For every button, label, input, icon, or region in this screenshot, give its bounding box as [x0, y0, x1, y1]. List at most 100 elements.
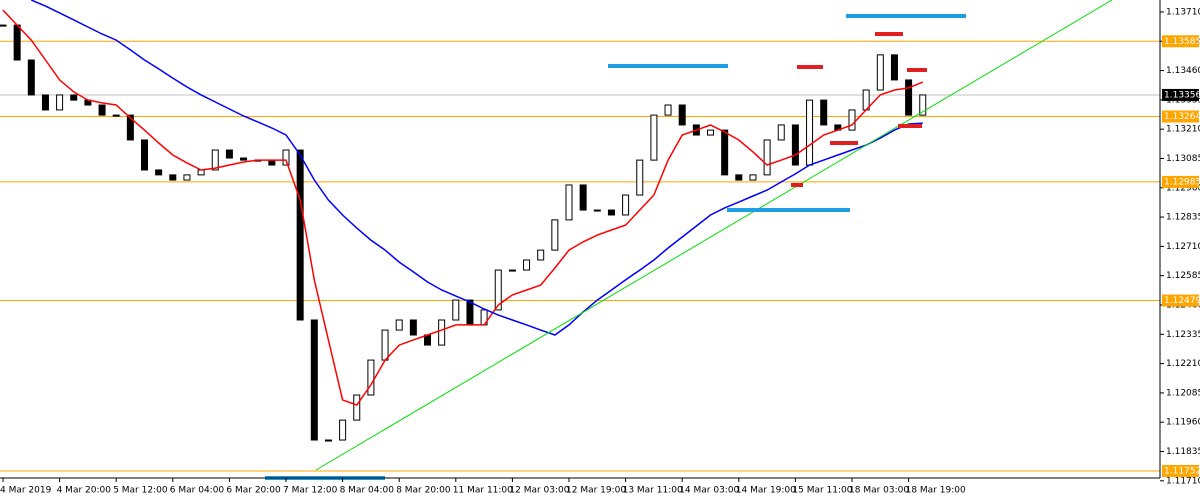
- candle: [905, 79, 913, 116]
- x-tick-label: 12 Mar 19:00: [566, 486, 626, 496]
- y-tick-label: 1.12585: [1166, 271, 1200, 281]
- level-label-box: [1162, 35, 1199, 48]
- candle: [607, 209, 615, 216]
- candle: [353, 394, 361, 421]
- candle: [296, 149, 304, 321]
- candle: [749, 174, 757, 181]
- candle: [56, 94, 64, 111]
- level-label: 1.13264: [1164, 112, 1200, 122]
- level-label: 1.11752: [1164, 466, 1200, 476]
- candle: [70, 94, 78, 101]
- candle: [98, 104, 106, 116]
- candle: [721, 129, 729, 176]
- candle: [126, 114, 134, 141]
- x-tick-label: 14 Mar 19:00: [736, 486, 796, 496]
- candle: [27, 59, 35, 96]
- candle: [650, 114, 658, 161]
- level-label: 1.12985: [1164, 177, 1200, 187]
- plot-area: [0, 0, 1160, 472]
- level-label-box: [1162, 464, 1199, 477]
- y-tick-label: 1.11835: [1166, 447, 1200, 457]
- candle: [155, 169, 163, 176]
- level-label: 1.12479: [1164, 296, 1200, 306]
- candle: [395, 319, 403, 331]
- candle: [41, 94, 49, 111]
- x-tick-label: 8 Mar 04:00: [340, 486, 395, 496]
- level-label-box: [1162, 110, 1199, 123]
- x-tick-label: 8 Mar 20:00: [396, 486, 451, 496]
- candle: [381, 329, 389, 361]
- candle: [735, 174, 743, 181]
- level-label-box: [1162, 294, 1199, 307]
- candle: [565, 184, 573, 221]
- candle: [508, 269, 516, 272]
- candle: [678, 104, 686, 126]
- candle: [409, 319, 417, 336]
- candle: [763, 139, 771, 176]
- x-tick-label: 12 Mar 03:00: [509, 486, 569, 496]
- x-tick-label: 15 Mar 11:00: [792, 486, 852, 496]
- candle: [141, 139, 148, 171]
- candle: [664, 104, 672, 116]
- candle: [211, 149, 219, 171]
- y-tick-label: 1.12210: [1166, 359, 1200, 369]
- y-tick-label: 1.12835: [1166, 213, 1200, 223]
- y-tick-label: 1.13460: [1166, 66, 1200, 76]
- candle: [452, 299, 460, 321]
- y-tick-label: 1.11960: [1166, 418, 1200, 428]
- candle: [777, 124, 785, 141]
- candle: [112, 114, 120, 117]
- level-label: 1.13585: [1164, 37, 1200, 47]
- y-tick-label: 1.11710: [1166, 476, 1200, 486]
- x-tick-label: 4 Mar 20:00: [57, 486, 112, 496]
- candle: [183, 174, 191, 181]
- candle: [225, 149, 233, 159]
- candle: [13, 24, 21, 61]
- candle: [240, 157, 248, 161]
- candle: [820, 99, 828, 126]
- candle: [310, 319, 318, 441]
- candle: [367, 359, 375, 396]
- candle: [806, 99, 814, 166]
- y-tick-label: 1.13710: [1166, 7, 1200, 17]
- x-tick-label: 11 Mar 11:00: [453, 486, 513, 496]
- candle: [636, 159, 644, 196]
- moving-average: [31, 0, 923, 336]
- y-tick-label: 1.12335: [1166, 330, 1200, 340]
- candle: [848, 109, 856, 131]
- current-price-label: 1.13356: [1164, 90, 1200, 100]
- candle: [593, 209, 601, 212]
- candle: [339, 419, 347, 441]
- x-tick-label: 13 Mar 11:00: [623, 486, 683, 496]
- current-price-label-box: [1162, 88, 1199, 101]
- level-label-box: [1162, 175, 1199, 188]
- moving-average: [2, 9, 924, 407]
- candle: [324, 439, 332, 442]
- candle: [919, 94, 927, 116]
- y-tick-label: 1.12710: [1166, 242, 1200, 252]
- candle: [579, 184, 587, 211]
- candle: [0, 24, 7, 27]
- x-tick-label: 5 Mar 12:00: [113, 486, 168, 496]
- candle: [551, 219, 559, 251]
- candle: [707, 129, 714, 136]
- x-tick-label: 4 Mar 2019: [0, 486, 52, 496]
- candle: [537, 249, 545, 261]
- x-tick-label: 6 Mar 04:00: [170, 486, 225, 496]
- x-tick-label: 18 Mar 19:00: [906, 486, 966, 496]
- y-tick-label: 1.13210: [1166, 125, 1200, 135]
- candle: [890, 54, 898, 81]
- y-tick-label: 1.12960: [1166, 183, 1200, 193]
- x-tick-label: 18 Mar 03:00: [849, 486, 909, 496]
- y-tick-label: 1.12085: [1166, 388, 1200, 398]
- candle: [523, 259, 531, 271]
- x-tick-label: 7 Mar 12:00: [283, 486, 338, 496]
- candle: [282, 149, 290, 166]
- x-tick-label: 6 Mar 20:00: [226, 486, 281, 496]
- candle: [876, 54, 884, 91]
- candle: [268, 159, 276, 166]
- candle: [791, 124, 799, 166]
